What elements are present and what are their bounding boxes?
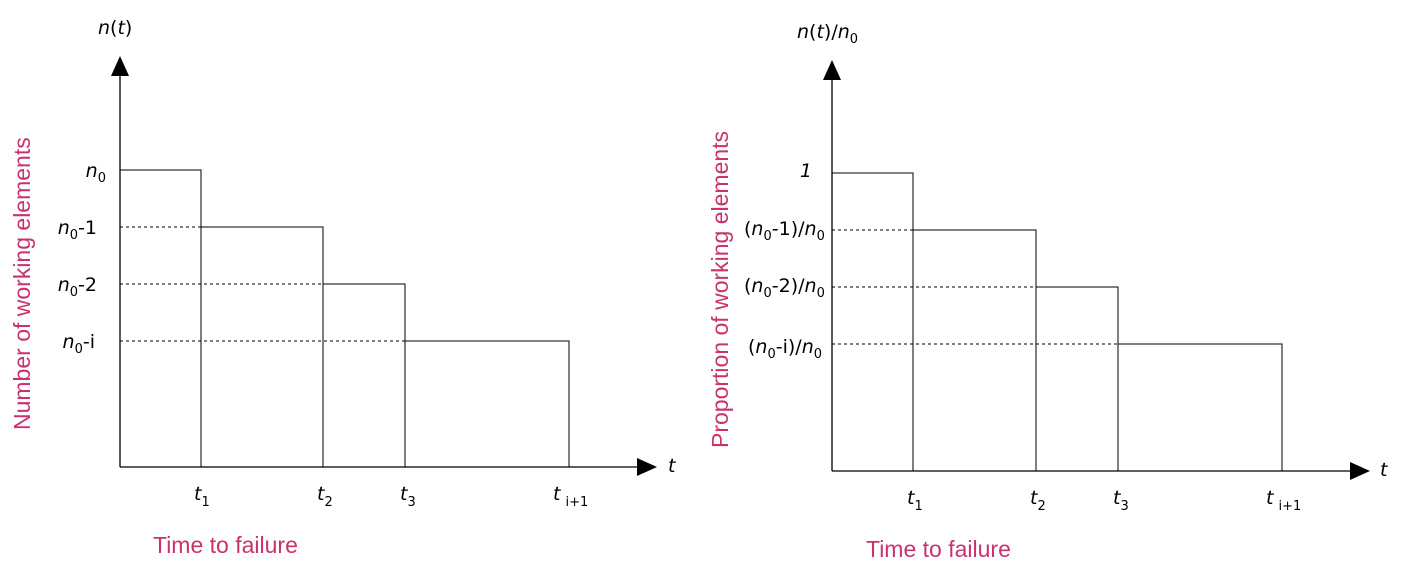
right-x-axis-symbol: t bbox=[1380, 459, 1389, 481]
right-step-4 bbox=[1118, 343, 1283, 471]
right-y-tick-1: 1 bbox=[800, 160, 812, 182]
right-y-axis-title: n(t)/n0 bbox=[797, 21, 858, 47]
right-x-tick-t2: t2 bbox=[1030, 487, 1046, 514]
right-x-tick-t3: t3 bbox=[1113, 487, 1129, 514]
left-step-2 bbox=[201, 226, 324, 467]
left-step-1 bbox=[120, 169, 202, 467]
left-y-axis-arrow bbox=[111, 56, 129, 76]
right-x-tick-ti1: t i+1 bbox=[1266, 487, 1301, 514]
right-chart: n(t)/n0 1 (n0-1)/n0 (n0-2)/n0 (n0-i)/n0 … bbox=[707, 21, 1389, 562]
right-step-1 bbox=[832, 172, 914, 471]
right-y-tick-n0-1: (n0-1)/n0 bbox=[744, 218, 825, 244]
right-step-2 bbox=[913, 229, 1037, 471]
right-x-tick-t1: t1 bbox=[907, 487, 923, 514]
left-x-tick-t2: t2 bbox=[317, 483, 333, 510]
left-x-axis-arrow bbox=[637, 458, 657, 476]
right-x-axis-arrow bbox=[1350, 462, 1370, 480]
left-y-axis-title: n(t) bbox=[98, 17, 132, 39]
left-y-tick-n0-i: n0-i bbox=[63, 331, 95, 357]
left-y-tick-n0: n0 bbox=[86, 160, 106, 186]
right-y-tick-n0-2: (n0-2)/n0 bbox=[744, 275, 825, 301]
left-y-tick-n0-1: n0-1 bbox=[58, 217, 97, 243]
left-step-4 bbox=[405, 340, 570, 467]
left-y-side-label: Number of working elements bbox=[9, 137, 35, 430]
right-y-axis-arrow bbox=[823, 60, 841, 80]
left-x-axis-symbol: t bbox=[668, 455, 677, 477]
left-x-tick-ti1: t i+1 bbox=[553, 483, 588, 510]
left-x-tick-t1: t1 bbox=[194, 483, 210, 510]
right-y-tick-n0-i: (n0-i)/n0 bbox=[748, 336, 822, 362]
right-y-side-label: Proportion of working elements bbox=[707, 131, 733, 448]
left-y-tick-n0-2: n0-2 bbox=[58, 274, 97, 300]
right-x-bottom-label: Time to failure bbox=[866, 536, 1011, 562]
left-x-bottom-label: Time to failure bbox=[153, 532, 298, 558]
right-step-3 bbox=[1036, 286, 1119, 471]
left-step-3 bbox=[323, 283, 406, 467]
left-chart: n(t) n0 n0-1 n0-2 n0-i t1 t2 t3 t i+1 t N… bbox=[9, 17, 677, 558]
left-x-tick-t3: t3 bbox=[400, 483, 416, 510]
